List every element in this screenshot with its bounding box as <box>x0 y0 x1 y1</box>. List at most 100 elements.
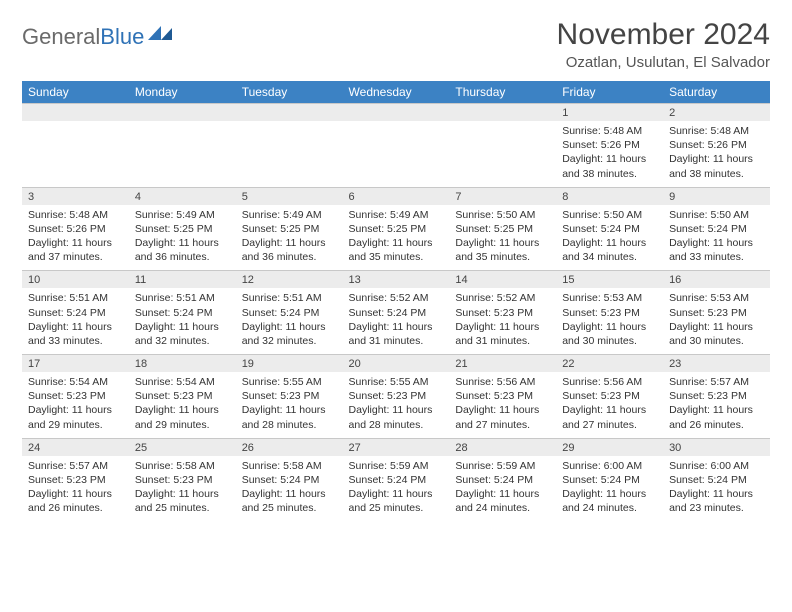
dow-friday: Friday <box>556 81 663 104</box>
day-number-cell: 6 <box>343 187 450 205</box>
day-detail-row: Sunrise: 5:51 AMSunset: 5:24 PMDaylight:… <box>22 288 770 354</box>
day-number-cell <box>236 104 343 122</box>
brand-text-2: Blue <box>100 24 144 50</box>
daylight-text: and 36 minutes. <box>242 250 337 264</box>
sunset-text: Sunset: 5:23 PM <box>28 473 123 487</box>
daylight-text: Daylight: 11 hours <box>135 487 230 501</box>
day-number-cell: 18 <box>129 355 236 373</box>
sunrise-text: Sunrise: 5:57 AM <box>28 459 123 473</box>
sunset-text: Sunset: 5:23 PM <box>135 389 230 403</box>
day-number-row: 17181920212223 <box>22 355 770 373</box>
daylight-text: and 29 minutes. <box>28 418 123 432</box>
day-number-cell: 11 <box>129 271 236 289</box>
day-detail-cell: Sunrise: 5:52 AMSunset: 5:24 PMDaylight:… <box>343 288 450 354</box>
sunset-text: Sunset: 5:23 PM <box>455 389 550 403</box>
daylight-text: Daylight: 11 hours <box>669 236 764 250</box>
day-detail-cell: Sunrise: 5:56 AMSunset: 5:23 PMDaylight:… <box>556 372 663 438</box>
daylight-text: Daylight: 11 hours <box>669 487 764 501</box>
day-number-cell: 2 <box>663 104 770 122</box>
sunset-text: Sunset: 5:23 PM <box>242 389 337 403</box>
sunset-text: Sunset: 5:24 PM <box>242 473 337 487</box>
daylight-text: and 32 minutes. <box>242 334 337 348</box>
daylight-text: Daylight: 11 hours <box>669 152 764 166</box>
daylight-text: Daylight: 11 hours <box>242 320 337 334</box>
sunset-text: Sunset: 5:24 PM <box>349 306 444 320</box>
sunset-text: Sunset: 5:24 PM <box>669 473 764 487</box>
daylight-text: Daylight: 11 hours <box>349 403 444 417</box>
sunrise-text: Sunrise: 5:48 AM <box>28 208 123 222</box>
daylight-text: and 36 minutes. <box>135 250 230 264</box>
day-detail-row: Sunrise: 5:57 AMSunset: 5:23 PMDaylight:… <box>22 456 770 522</box>
daylight-text: and 32 minutes. <box>135 334 230 348</box>
day-of-week-row: Sunday Monday Tuesday Wednesday Thursday… <box>22 81 770 104</box>
daylight-text: and 27 minutes. <box>455 418 550 432</box>
sunset-text: Sunset: 5:24 PM <box>455 473 550 487</box>
sunrise-text: Sunrise: 5:56 AM <box>562 375 657 389</box>
day-number-cell <box>343 104 450 122</box>
dow-thursday: Thursday <box>449 81 556 104</box>
day-detail-cell: Sunrise: 5:55 AMSunset: 5:23 PMDaylight:… <box>236 372 343 438</box>
sunset-text: Sunset: 5:26 PM <box>562 138 657 152</box>
sunrise-text: Sunrise: 5:59 AM <box>349 459 444 473</box>
day-detail-cell: Sunrise: 5:51 AMSunset: 5:24 PMDaylight:… <box>22 288 129 354</box>
daylight-text: Daylight: 11 hours <box>349 320 444 334</box>
sunset-text: Sunset: 5:24 PM <box>562 473 657 487</box>
daylight-text: Daylight: 11 hours <box>562 403 657 417</box>
sunrise-text: Sunrise: 6:00 AM <box>669 459 764 473</box>
day-number-cell: 10 <box>22 271 129 289</box>
sunset-text: Sunset: 5:23 PM <box>562 306 657 320</box>
day-detail-cell: Sunrise: 5:56 AMSunset: 5:23 PMDaylight:… <box>449 372 556 438</box>
daylight-text: Daylight: 11 hours <box>562 320 657 334</box>
daylight-text: Daylight: 11 hours <box>135 236 230 250</box>
page: GeneralBlue November 2024 Ozatlan, Usulu… <box>0 0 792 533</box>
sunrise-text: Sunrise: 5:48 AM <box>562 124 657 138</box>
daylight-text: Daylight: 11 hours <box>455 403 550 417</box>
day-number-row: 3456789 <box>22 187 770 205</box>
day-number-cell: 29 <box>556 438 663 456</box>
day-detail-cell: Sunrise: 5:50 AMSunset: 5:25 PMDaylight:… <box>449 205 556 271</box>
daylight-text: Daylight: 11 hours <box>135 403 230 417</box>
day-number-cell: 3 <box>22 187 129 205</box>
daylight-text: Daylight: 11 hours <box>669 320 764 334</box>
day-number-cell: 25 <box>129 438 236 456</box>
daylight-text: and 33 minutes. <box>28 334 123 348</box>
day-detail-row: Sunrise: 5:48 AMSunset: 5:26 PMDaylight:… <box>22 121 770 187</box>
daylight-text: Daylight: 11 hours <box>455 487 550 501</box>
day-number-cell: 17 <box>22 355 129 373</box>
sunset-text: Sunset: 5:24 PM <box>242 306 337 320</box>
header: GeneralBlue November 2024 Ozatlan, Usulu… <box>22 18 770 71</box>
sunset-text: Sunset: 5:26 PM <box>669 138 764 152</box>
sunset-text: Sunset: 5:23 PM <box>28 389 123 403</box>
daylight-text: and 23 minutes. <box>669 501 764 515</box>
day-number-cell: 16 <box>663 271 770 289</box>
daylight-text: and 28 minutes. <box>349 418 444 432</box>
daylight-text: and 34 minutes. <box>562 250 657 264</box>
day-detail-cell: Sunrise: 5:52 AMSunset: 5:23 PMDaylight:… <box>449 288 556 354</box>
sunset-text: Sunset: 5:23 PM <box>135 473 230 487</box>
sunset-text: Sunset: 5:24 PM <box>28 306 123 320</box>
day-detail-cell: Sunrise: 5:57 AMSunset: 5:23 PMDaylight:… <box>663 372 770 438</box>
sunrise-text: Sunrise: 5:49 AM <box>242 208 337 222</box>
sunrise-text: Sunrise: 5:52 AM <box>455 291 550 305</box>
daylight-text: Daylight: 11 hours <box>562 152 657 166</box>
day-detail-cell: Sunrise: 5:49 AMSunset: 5:25 PMDaylight:… <box>343 205 450 271</box>
daylight-text: and 31 minutes. <box>349 334 444 348</box>
day-number-cell: 1 <box>556 104 663 122</box>
dow-monday: Monday <box>129 81 236 104</box>
day-detail-cell: Sunrise: 5:49 AMSunset: 5:25 PMDaylight:… <box>129 205 236 271</box>
sunrise-text: Sunrise: 5:51 AM <box>242 291 337 305</box>
day-number-row: 24252627282930 <box>22 438 770 456</box>
day-detail-cell <box>449 121 556 187</box>
day-number-cell: 13 <box>343 271 450 289</box>
day-number-cell: 24 <box>22 438 129 456</box>
day-number-cell: 28 <box>449 438 556 456</box>
sunset-text: Sunset: 5:23 PM <box>455 306 550 320</box>
daylight-text: Daylight: 11 hours <box>349 236 444 250</box>
daylight-text: and 25 minutes. <box>135 501 230 515</box>
day-number-cell: 5 <box>236 187 343 205</box>
daylight-text: Daylight: 11 hours <box>562 487 657 501</box>
day-detail-cell: Sunrise: 5:58 AMSunset: 5:23 PMDaylight:… <box>129 456 236 522</box>
day-number-cell: 22 <box>556 355 663 373</box>
day-detail-cell: Sunrise: 5:50 AMSunset: 5:24 PMDaylight:… <box>663 205 770 271</box>
daylight-text: Daylight: 11 hours <box>349 487 444 501</box>
